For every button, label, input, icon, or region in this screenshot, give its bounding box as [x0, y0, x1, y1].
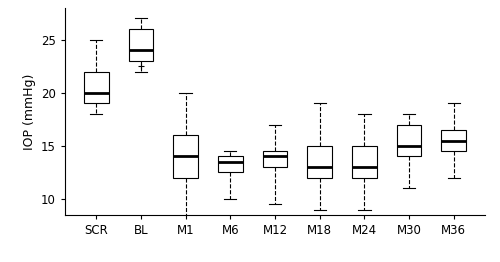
- PathPatch shape: [262, 151, 287, 167]
- PathPatch shape: [174, 135, 198, 178]
- PathPatch shape: [442, 130, 466, 151]
- PathPatch shape: [84, 72, 108, 103]
- PathPatch shape: [128, 29, 153, 61]
- PathPatch shape: [397, 125, 421, 156]
- PathPatch shape: [308, 146, 332, 178]
- PathPatch shape: [218, 156, 242, 172]
- PathPatch shape: [352, 146, 376, 178]
- Y-axis label: IOP (mmHg): IOP (mmHg): [22, 73, 36, 150]
